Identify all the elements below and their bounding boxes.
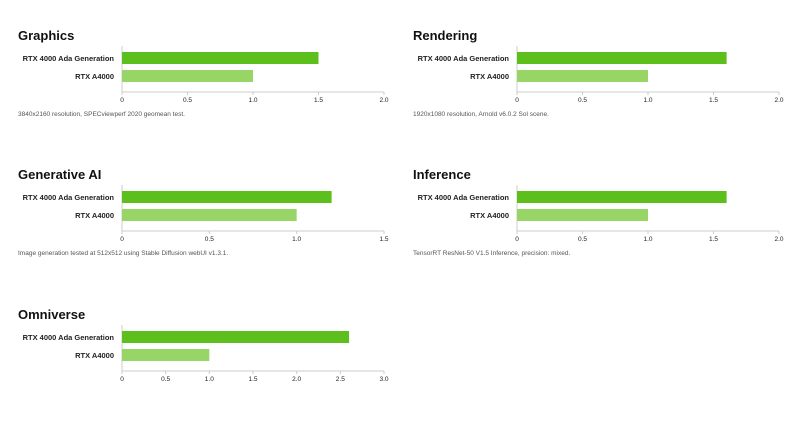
x-tick-label: 1.0 xyxy=(248,97,257,104)
x-tick-label: 1.5 xyxy=(709,97,718,104)
chart-title: Inference xyxy=(413,167,471,182)
category-label: RTX 4000 Ada Generation xyxy=(418,54,510,63)
category-label: RTX A4000 xyxy=(75,351,114,360)
chart-omniverse: Omniverse RTX 4000 Ada Generation RTX A40… xyxy=(18,307,398,427)
bar-rtx-a4000 xyxy=(517,209,648,221)
category-label: RTX A4000 xyxy=(470,72,509,81)
category-label: RTX 4000 Ada Generation xyxy=(23,333,115,342)
x-tick-label: 1.5 xyxy=(314,97,323,104)
chart-inference: Inference RTX 4000 Ada Generation RTX A40… xyxy=(413,167,793,287)
category-label: RTX 4000 Ada Generation xyxy=(418,193,510,202)
x-tick-label: 0.5 xyxy=(161,376,170,383)
x-tick-label: 0 xyxy=(120,376,124,383)
bar-chart: RTX 4000 Ada Generation RTX A4000 0 0.5 1.0 1… xyxy=(23,325,389,383)
chart-title: Omniverse xyxy=(18,307,86,322)
x-tick-label: 3.0 xyxy=(379,376,388,383)
bar-rtx-a4000 xyxy=(517,70,648,82)
bar-rtx-a4000 xyxy=(122,209,297,221)
x-tick-label: 1.5 xyxy=(248,376,257,383)
x-tick-label: 0 xyxy=(515,97,519,104)
bar-rtx-4000-ada xyxy=(517,52,727,64)
x-tick-label: 1.5 xyxy=(379,236,388,243)
chart-footnote: TensorRT ResNet-50 V1.5 Inference, preci… xyxy=(413,250,571,257)
category-label: RTX A4000 xyxy=(75,211,114,220)
chart-footnote: 3840x2160 resolution, SPECviewperf 2020 … xyxy=(18,111,185,118)
chart-footnote: Image generation tested at 512x512 using… xyxy=(18,250,229,257)
x-tick-label: 0 xyxy=(515,236,519,243)
bar-chart: RTX 4000 Ada Generation RTX A4000 0 0.5 1.0 1… xyxy=(418,185,784,243)
bar-rtx-4000-ada xyxy=(122,52,319,64)
bar-chart: RTX 4000 Ada Generation RTX A4000 0 0.5 1.0 1… xyxy=(23,185,389,243)
x-tick-label: 2.0 xyxy=(379,97,388,104)
x-tick-label: 0 xyxy=(120,97,124,104)
x-tick-label: 2.0 xyxy=(774,97,783,104)
x-tick-label: 2.0 xyxy=(292,376,301,383)
x-tick-label: 2.0 xyxy=(774,236,783,243)
chart-graphics: Graphics RTX 4000 Ada Generation RTX A400… xyxy=(18,28,398,148)
chart-title: Generative AI xyxy=(18,167,102,182)
chart-footnote: 1920x1080 resolution, Arnold v6.0.2 Sol … xyxy=(413,111,549,118)
bar-chart: RTX 4000 Ada Generation RTX A4000 0 0.5 1.0 1… xyxy=(23,46,389,104)
chart-title: Graphics xyxy=(18,28,75,43)
chart-title: Rendering xyxy=(413,28,478,43)
bar-rtx-a4000 xyxy=(122,349,210,361)
x-tick-label: 0.5 xyxy=(183,97,192,104)
x-tick-label: 1.0 xyxy=(292,236,301,243)
category-label: RTX A4000 xyxy=(75,72,114,81)
x-tick-label: 1.5 xyxy=(709,236,718,243)
x-tick-label: 1.0 xyxy=(643,97,652,104)
x-tick-label: 1.0 xyxy=(643,236,652,243)
category-label: RTX 4000 Ada Generation xyxy=(23,54,115,63)
x-tick-label: 0.5 xyxy=(578,236,587,243)
category-label: RTX A4000 xyxy=(470,211,509,220)
x-tick-label: 2.5 xyxy=(336,376,345,383)
chart-rendering: Rendering RTX 4000 Ada Generation RTX A40… xyxy=(413,28,793,148)
x-tick-label: 1.0 xyxy=(205,376,214,383)
bar-chart: RTX 4000 Ada Generation RTX A4000 0 0.5 1.0 1… xyxy=(418,46,784,104)
x-tick-label: 0.5 xyxy=(205,236,214,243)
bar-rtx-4000-ada xyxy=(122,191,332,203)
x-tick-label: 0 xyxy=(120,236,124,243)
bar-rtx-a4000 xyxy=(122,70,253,82)
chart-generative-ai: Generative AI RTX 4000 Ada Generation RTX… xyxy=(18,167,398,287)
bar-rtx-4000-ada xyxy=(517,191,727,203)
bar-rtx-4000-ada xyxy=(122,331,350,343)
x-tick-label: 0.5 xyxy=(578,97,587,104)
category-label: RTX 4000 Ada Generation xyxy=(23,193,115,202)
